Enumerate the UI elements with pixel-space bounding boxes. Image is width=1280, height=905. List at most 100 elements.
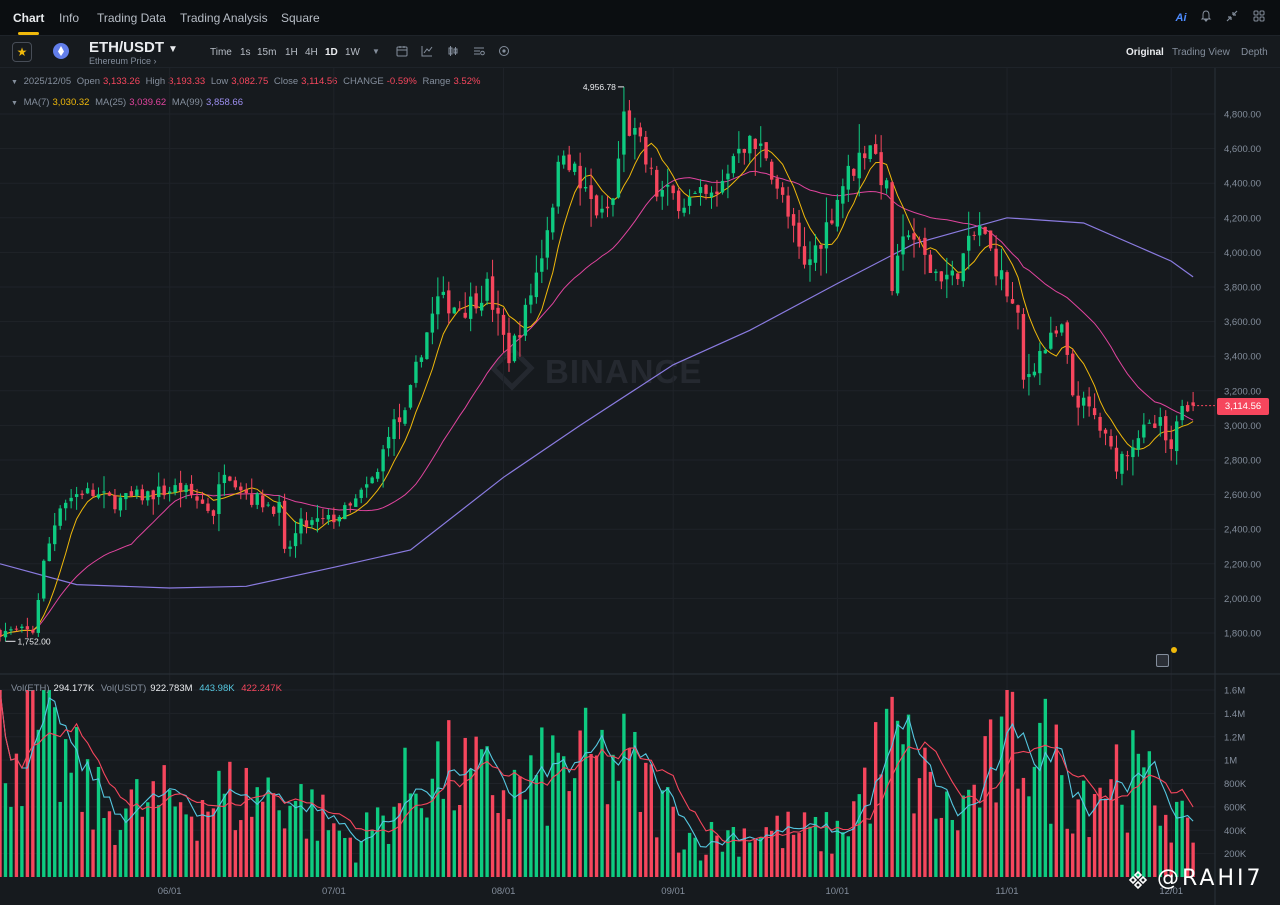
price-chart[interactable]: 4,800.00 4,600.00 4,400.00 4,200.00 4,000.00…	[0, 68, 1280, 905]
timeframe-1w[interactable]: 1W	[345, 47, 360, 58]
view-trading-view[interactable]: Trading View	[1172, 47, 1230, 58]
volume-bar	[266, 777, 270, 877]
view-original[interactable]: Original	[1126, 47, 1164, 58]
candle-body	[228, 476, 232, 481]
candle-body	[857, 152, 861, 179]
price-tick-label: 2,400.00	[1224, 525, 1261, 536]
tab-square[interactable]: Square	[281, 11, 320, 25]
candle-body	[901, 236, 905, 255]
volume-bar	[0, 690, 2, 877]
candle-body	[332, 514, 336, 523]
view-depth[interactable]: Depth	[1241, 47, 1268, 58]
volume-bar	[934, 818, 938, 877]
volume-bar	[939, 817, 944, 877]
candle-body	[507, 332, 511, 364]
candle-body	[1164, 416, 1168, 441]
bell-icon[interactable]	[1198, 10, 1214, 26]
volume-bar	[655, 837, 659, 877]
volume-bar	[501, 790, 506, 877]
timeframe-4h[interactable]: 4H	[305, 47, 318, 58]
volume-bars	[0, 690, 1195, 877]
timeframe-1s[interactable]: 1s	[240, 47, 251, 58]
candle-body	[189, 483, 194, 495]
volume-bar	[644, 762, 648, 877]
candle-body	[157, 486, 161, 498]
price-tick-label: 2,800.00	[1224, 456, 1261, 467]
candle-body	[91, 489, 95, 497]
volume-bar	[917, 778, 922, 877]
candle-body	[304, 520, 309, 527]
volume-bar	[365, 812, 369, 877]
candle-body	[1021, 314, 1026, 380]
volume-bar	[474, 736, 478, 877]
volume-bar	[1081, 780, 1086, 877]
candle-body	[217, 484, 221, 515]
tab-trading-data[interactable]: Trading Data	[97, 11, 166, 25]
tab-trading-analysis[interactable]: Trading Analysis	[180, 11, 268, 25]
calendar-icon[interactable]	[395, 45, 409, 59]
date-tick-label: 10/01	[825, 886, 849, 897]
candle-body	[895, 255, 900, 294]
timeframe-1h[interactable]: 1H	[285, 47, 298, 58]
candle-body	[178, 482, 183, 491]
volume-bar	[813, 816, 818, 877]
candle-body	[107, 492, 112, 496]
price-tick-label: 3,800.00	[1224, 283, 1261, 294]
volume-bar	[1120, 804, 1124, 877]
volume-bar	[458, 805, 462, 877]
timeframe-15m[interactable]: 15m	[257, 47, 277, 58]
grid-icon[interactable]	[1251, 10, 1267, 26]
ethereum-logo-icon	[53, 43, 69, 59]
high-label: High	[145, 76, 166, 87]
volume-bar	[1125, 832, 1130, 877]
pair-selector[interactable]: ETH/USDT ▼	[89, 39, 178, 56]
timeframe-1d[interactable]: 1D	[325, 47, 338, 58]
candle-body	[644, 136, 648, 165]
timeframe-time[interactable]: Time	[210, 47, 232, 58]
candle-body	[791, 214, 796, 226]
volume-bar	[1065, 828, 1069, 877]
candle-body	[1169, 439, 1173, 449]
candle-body	[879, 152, 883, 186]
ai-icon[interactable]: Ai	[1175, 12, 1187, 24]
indicator-icon[interactable]	[420, 45, 434, 59]
volume-bar	[397, 803, 402, 877]
volume-bar	[42, 690, 46, 877]
collapse-legend-icon[interactable]: ▼	[11, 79, 18, 86]
volume-bar	[107, 811, 112, 877]
chart-tool-handle-icon[interactable]	[1156, 647, 1177, 667]
candle-body	[1191, 402, 1195, 406]
volume-bar	[102, 817, 106, 877]
candle-body	[74, 494, 79, 498]
timeframe-more-caret-icon[interactable]: ▼	[372, 47, 380, 56]
volume-bar	[1076, 799, 1080, 877]
collapse-ma-icon[interactable]: ▼	[11, 100, 18, 107]
price-tick-label: 3,000.00	[1224, 421, 1261, 432]
candle-type-icon[interactable]	[446, 45, 460, 59]
tab-info[interactable]: Info	[59, 11, 80, 25]
pair-subtitle-link[interactable]: Ethereum Price ›	[89, 56, 157, 66]
collapse-icon[interactable]	[1224, 10, 1240, 26]
favorite-star-icon[interactable]: ★	[12, 42, 32, 62]
tab-chart[interactable]: Chart	[13, 11, 45, 35]
volume-bar	[928, 771, 933, 877]
candle-body	[20, 626, 24, 629]
volume-bar	[239, 820, 243, 877]
volume-bar	[594, 755, 599, 877]
layers-icon[interactable]	[497, 45, 511, 59]
volume-bar	[452, 810, 456, 877]
candle-body	[184, 485, 188, 493]
volume-bar	[852, 801, 856, 877]
candle-body	[375, 471, 380, 479]
candle-body	[80, 493, 84, 496]
volume-bar	[146, 802, 150, 877]
settings-list-icon[interactable]	[472, 45, 486, 59]
candle-body	[3, 630, 8, 638]
candle-body	[687, 196, 692, 206]
price-tick-label: 1,800.00	[1224, 629, 1261, 640]
volume-tick-label: 1.6M	[1224, 686, 1245, 697]
candle-body	[1010, 299, 1015, 304]
price-tick-label: 4,800.00	[1224, 110, 1261, 121]
volume-bar	[167, 789, 172, 877]
candle-body	[468, 296, 473, 319]
